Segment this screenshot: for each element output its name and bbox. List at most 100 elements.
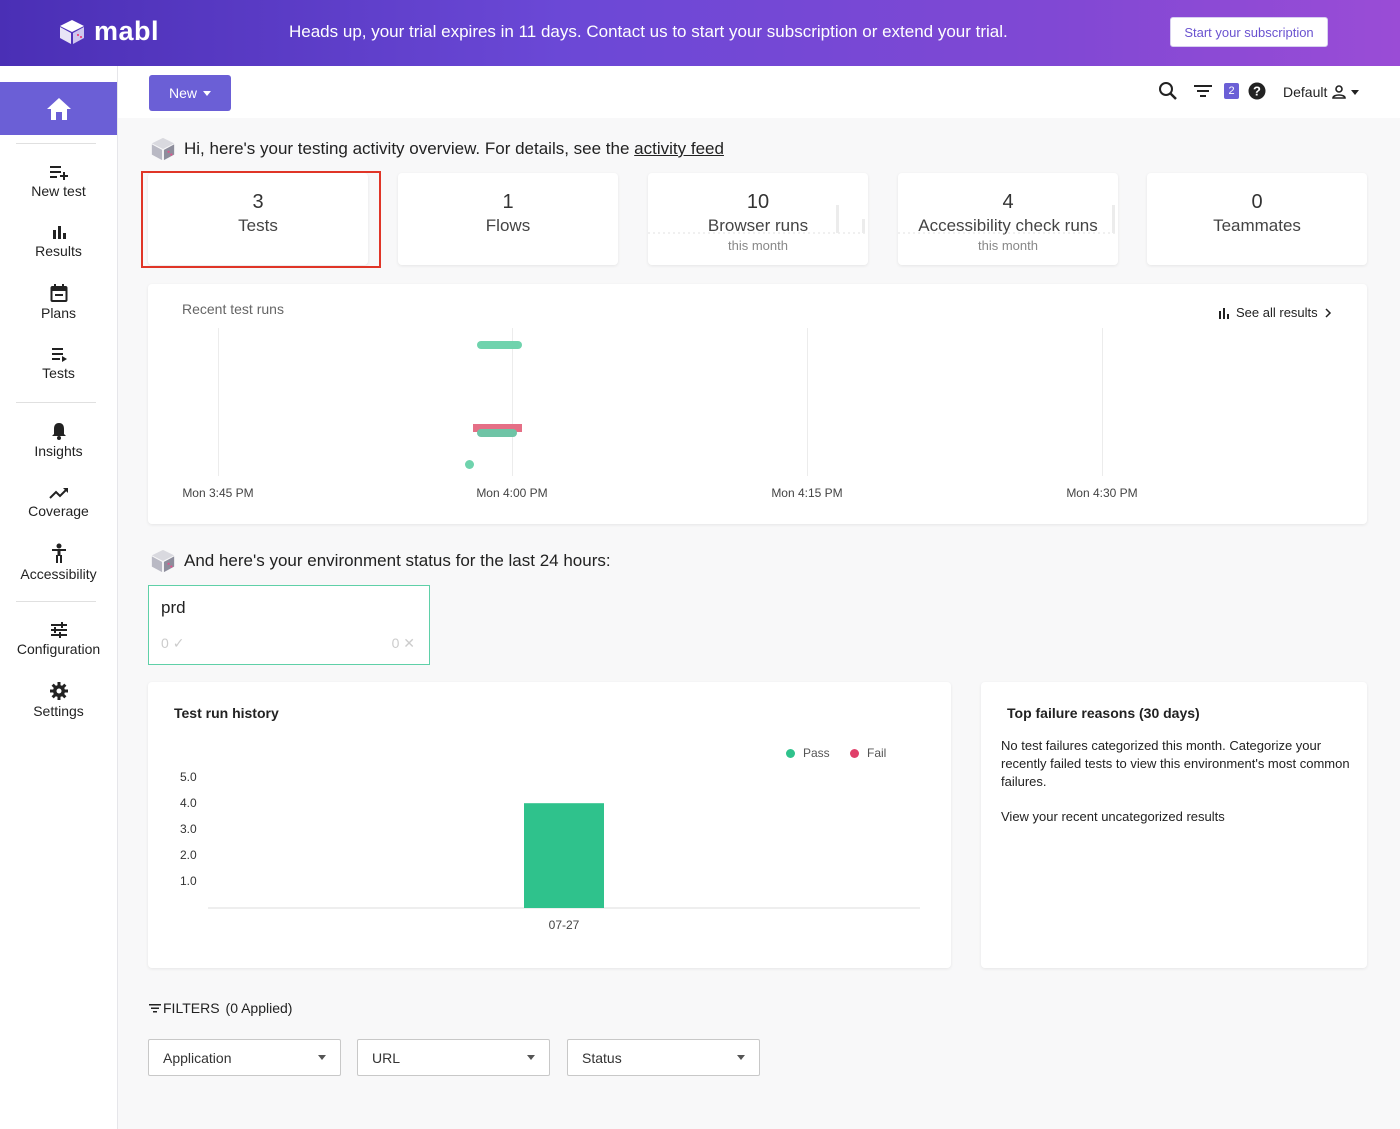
search-icon[interactable] xyxy=(1158,81,1178,101)
mabl-logo[interactable]: mabl xyxy=(58,16,159,47)
bar-pass-07-27[interactable] xyxy=(524,803,604,908)
sidebar-item-plans[interactable]: Plans xyxy=(0,284,117,321)
grid-line xyxy=(807,328,808,476)
sidebar-item-label: Plans xyxy=(40,305,77,321)
new-button-label: New xyxy=(168,85,197,101)
workspace-name: Default xyxy=(1283,84,1328,100)
home-button[interactable] xyxy=(0,82,117,135)
stat-label: Browser runs xyxy=(707,216,809,235)
time-tick: Mon 4:30 PM xyxy=(1066,486,1138,500)
grid-line xyxy=(512,328,513,476)
sidebar-divider xyxy=(16,143,96,144)
select-label: Status xyxy=(582,1049,622,1066)
bar-chart-icon xyxy=(1219,307,1229,319)
gear-icon xyxy=(49,682,68,700)
environment-name: prd xyxy=(161,598,186,617)
check-icon: ✓ xyxy=(172,635,185,651)
highlight-box xyxy=(141,171,381,268)
failure-reasons-text: No test failures categorized this month.… xyxy=(1001,738,1350,789)
select-label: URL xyxy=(372,1049,401,1066)
time-tick: Mon 4:00 PM xyxy=(476,486,548,500)
sidebar-item-label: Tests xyxy=(42,365,75,381)
sidebar-item-label: Accessibility xyxy=(20,566,97,582)
sparkline xyxy=(898,205,1118,234)
y-tick-label: 4.0 xyxy=(180,796,197,810)
sidebar-item-label: Results xyxy=(35,243,82,259)
stat-label: Flows xyxy=(485,216,531,235)
stat-card-accessibility-runs[interactable]: 4 Accessibility check runs this month xyxy=(898,173,1118,265)
sidebar-item-settings[interactable]: Settings xyxy=(0,682,117,719)
bar-chart-icon xyxy=(52,226,66,239)
stat-value: 4 xyxy=(1002,191,1014,213)
stat-value: 1 xyxy=(502,191,514,213)
see-all-results-label: See all results xyxy=(1236,305,1318,320)
time-tick: Mon 3:45 PM xyxy=(182,486,254,500)
sidebar-item-results[interactable]: Results xyxy=(0,224,117,259)
close-icon: ✕ xyxy=(403,635,415,651)
workspace-selector[interactable]: Default xyxy=(1283,84,1360,100)
sidebar-divider xyxy=(16,601,96,602)
trial-message: Heads up, your trial expires in 11 days.… xyxy=(289,22,1008,41)
see-all-results-link[interactable]: See all results xyxy=(1218,305,1332,320)
fail-count: 0 xyxy=(391,635,400,651)
environment-card-prd[interactable]: prd 0 ✓ 0 ✕ xyxy=(148,585,430,665)
sidebar-item-tests[interactable]: Tests xyxy=(0,346,117,381)
sidebar-item-accessibility[interactable]: Accessibility xyxy=(0,543,117,582)
y-tick-label: 1.0 xyxy=(180,874,197,888)
stat-card-browser-runs[interactable]: 10 Browser runs this month xyxy=(648,173,868,265)
uncategorized-results-link[interactable]: View your recent uncategorized results xyxy=(1001,809,1225,824)
chevron-down-icon xyxy=(318,1055,326,1060)
sidebar-item-new-test[interactable]: New test xyxy=(0,164,117,199)
run-bar-pass[interactable] xyxy=(477,429,517,437)
stat-value: 0 xyxy=(1251,191,1263,213)
calendar-icon xyxy=(50,284,67,302)
application-select[interactable]: Application xyxy=(148,1039,341,1076)
environment-status-heading: And here's your environment status for t… xyxy=(150,548,611,574)
trend-icon xyxy=(48,488,68,499)
run-bar-pass[interactable] xyxy=(477,341,522,349)
greeting-text: Hi, here's your testing activity overvie… xyxy=(184,139,635,158)
filters-toggle[interactable]: FILTERS (0 Applied) xyxy=(149,1000,292,1016)
new-button[interactable]: New xyxy=(149,75,231,111)
top-failure-reasons-card: Top failure reasons (30 days) No test fa… xyxy=(981,682,1367,968)
stat-card-teammates[interactable]: 0 Teammates xyxy=(1147,173,1367,265)
sidebar-item-insights[interactable]: Insights xyxy=(0,422,117,459)
sparkline xyxy=(648,205,868,234)
filter-icon xyxy=(149,1004,161,1013)
y-tick-label: 2.0 xyxy=(180,848,197,862)
svg-text:?: ? xyxy=(1253,84,1261,99)
trial-banner: mabl Heads up, your trial expires in 11 … xyxy=(0,0,1400,66)
legend-fail-label: Fail xyxy=(867,746,887,760)
legend-pass-label: Pass xyxy=(803,746,830,760)
status-select[interactable]: Status xyxy=(567,1039,760,1076)
list-icon xyxy=(51,348,67,362)
overview-greeting: Hi, here's your testing activity overvie… xyxy=(150,136,724,162)
stat-card-tests[interactable]: 3 Tests xyxy=(148,173,368,265)
stat-sublabel: this month xyxy=(978,238,1038,253)
url-select[interactable]: URL xyxy=(357,1039,550,1076)
sidebar-item-configuration[interactable]: Configuration xyxy=(0,622,117,657)
run-point-pass[interactable] xyxy=(465,460,474,469)
stat-label: Accessibility check runs xyxy=(918,216,1098,235)
start-subscription-button[interactable]: Start your subscription xyxy=(1170,17,1328,47)
chevron-down-icon xyxy=(737,1055,745,1060)
recent-runs-title: Recent test runs xyxy=(182,301,284,317)
stat-label: Teammates xyxy=(1213,216,1301,235)
filter-icon[interactable] xyxy=(1193,83,1213,99)
run-bar-fail[interactable] xyxy=(473,424,522,432)
chevron-right-icon xyxy=(1325,307,1331,318)
activity-feed-link[interactable]: activity feed xyxy=(634,139,724,158)
logo-text: mabl xyxy=(94,16,160,46)
help-icon[interactable]: ? xyxy=(1248,82,1266,100)
stat-card-flows[interactable]: 1 Flows xyxy=(398,173,618,265)
top-toolbar xyxy=(118,66,1400,118)
sidebar-item-coverage[interactable]: Coverage xyxy=(0,486,117,519)
sidebar-item-label: Insights xyxy=(34,443,83,459)
sidebar-item-label: Coverage xyxy=(28,503,89,519)
history-chart: 07-27 xyxy=(208,803,920,932)
legend-pass: Pass xyxy=(786,746,830,760)
grid-line xyxy=(1102,328,1103,476)
sliders-icon xyxy=(50,622,67,638)
history-title: Test run history xyxy=(174,705,279,721)
filters-label: FILTERS xyxy=(163,1000,220,1016)
